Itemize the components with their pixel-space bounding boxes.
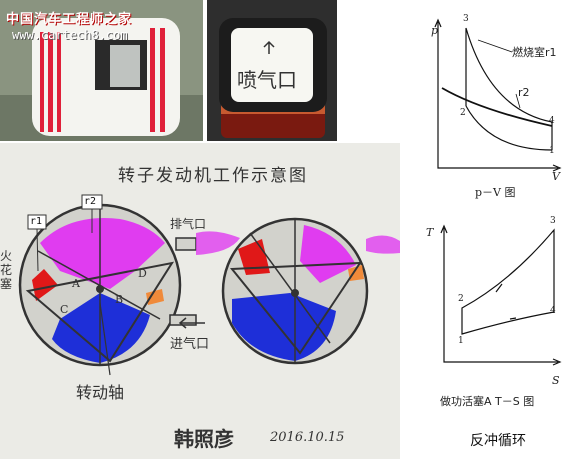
- ts-caption: 做功活塞A T－S 图: [440, 395, 535, 408]
- pv-r2-label: r2: [518, 86, 530, 99]
- pv-point-3: 3: [463, 14, 469, 24]
- pv-axis-p: p: [431, 24, 439, 37]
- pv-combustion-label: 燃烧室r1: [512, 46, 557, 59]
- ts-diagram: [440, 224, 562, 366]
- ts-point-1: 1: [458, 336, 464, 346]
- chamber-d: D: [138, 267, 147, 280]
- pv-point-2: 2: [460, 108, 466, 118]
- exhaust-label: 排气口: [170, 217, 207, 231]
- intake-label: 进气口: [170, 337, 210, 352]
- photo-nozzle: 喷气口: [207, 0, 337, 141]
- sketch-title: 转子发动机工作示意图: [118, 166, 308, 186]
- pv-point-4: 4: [549, 116, 555, 126]
- main-caption: 反冲循环: [470, 433, 526, 449]
- spark-plug-label: 火花塞: [0, 249, 13, 291]
- chamber-b: B: [115, 293, 124, 306]
- nozzle-photo: [207, 0, 337, 141]
- rotor-cylinder-photo: [0, 0, 203, 141]
- chamber-c: C: [60, 303, 69, 316]
- pv-diagram: [434, 18, 562, 172]
- shaft-label: 转动轴: [76, 383, 125, 402]
- photo-rotor-cylinder: 中国汽车工程师之家 www.cartech8.com: [0, 0, 203, 141]
- nozzle-label: 喷气口: [237, 68, 297, 92]
- watermark-url: www.cartech8.com: [12, 28, 128, 42]
- pv-axis-v: V: [552, 170, 560, 183]
- chamber-a: A: [72, 277, 80, 290]
- ts-axis-t: T: [426, 226, 434, 239]
- rotary-engine-sketch: 转子发动机工作示意图 r1 r2 火花塞 排气口 进气口 转动轴 A B C D…: [0, 143, 400, 459]
- r1-region: [32, 269, 58, 301]
- watermark-title: 中国汽车工程师之家: [6, 12, 133, 27]
- sketch-date: 2016.10.15: [270, 430, 345, 445]
- ts-axis-s: S: [552, 374, 560, 387]
- ts-point-2: 2: [458, 294, 464, 304]
- signature: 韩照彦: [174, 427, 234, 451]
- r2-label: r2: [84, 196, 97, 207]
- pv-point-1: 1: [549, 146, 555, 156]
- ts-point-4: 4: [550, 306, 556, 316]
- r1-label: r1: [30, 216, 43, 227]
- sketch-drawing: [18, 194, 400, 376]
- ts-point-3: 3: [550, 216, 556, 226]
- pv-caption: p－V 图: [475, 186, 516, 199]
